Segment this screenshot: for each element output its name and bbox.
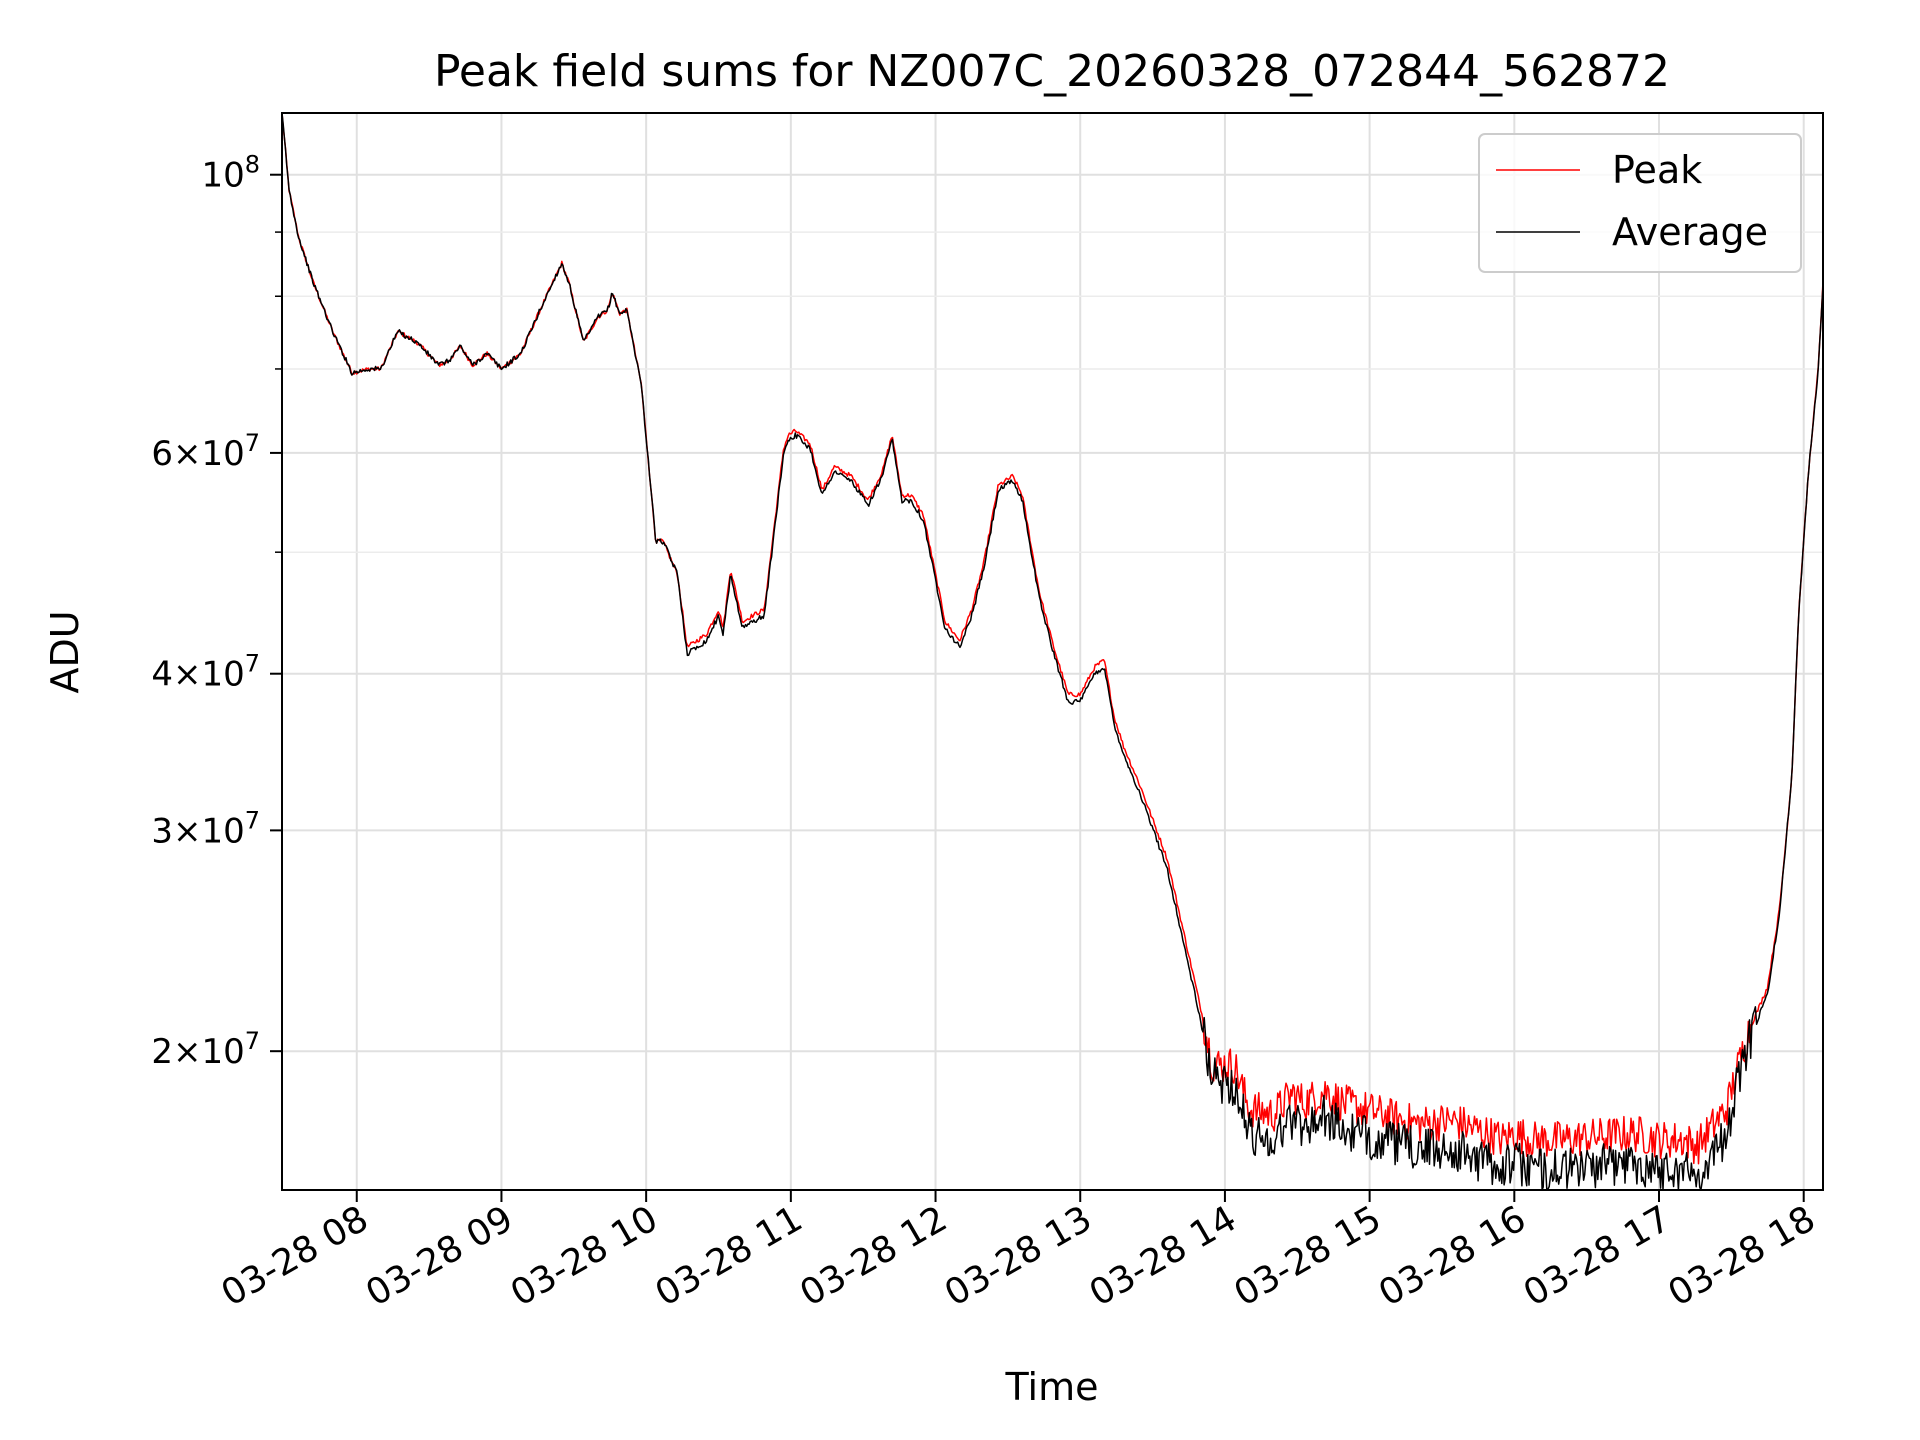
legend-label-peak: Peak bbox=[1612, 148, 1702, 192]
y-axis: 2×107 3×107 4×107 6×107 108 bbox=[151, 151, 282, 1072]
series-line-average bbox=[281, 112, 1824, 1191]
chart-title: Peak field sums for NZ007C_20260328_0728… bbox=[434, 46, 1670, 97]
legend-label-average: Average bbox=[1612, 210, 1768, 254]
y-tick-label: 6×107 bbox=[151, 429, 260, 474]
series-lines bbox=[281, 112, 1824, 1191]
legend: Peak Average bbox=[1478, 133, 1802, 273]
y-axis-label: ADU bbox=[43, 610, 87, 693]
x-axis-label: Time bbox=[1005, 1365, 1099, 1409]
y-tick-label: 2×107 bbox=[151, 1027, 260, 1072]
y-tick-label: 3×107 bbox=[151, 806, 260, 851]
y-tick-label: 4×107 bbox=[151, 650, 260, 695]
legend-box bbox=[1478, 133, 1802, 273]
y-tick-label: 108 bbox=[201, 151, 260, 196]
plot-area-frame bbox=[281, 112, 1824, 1191]
